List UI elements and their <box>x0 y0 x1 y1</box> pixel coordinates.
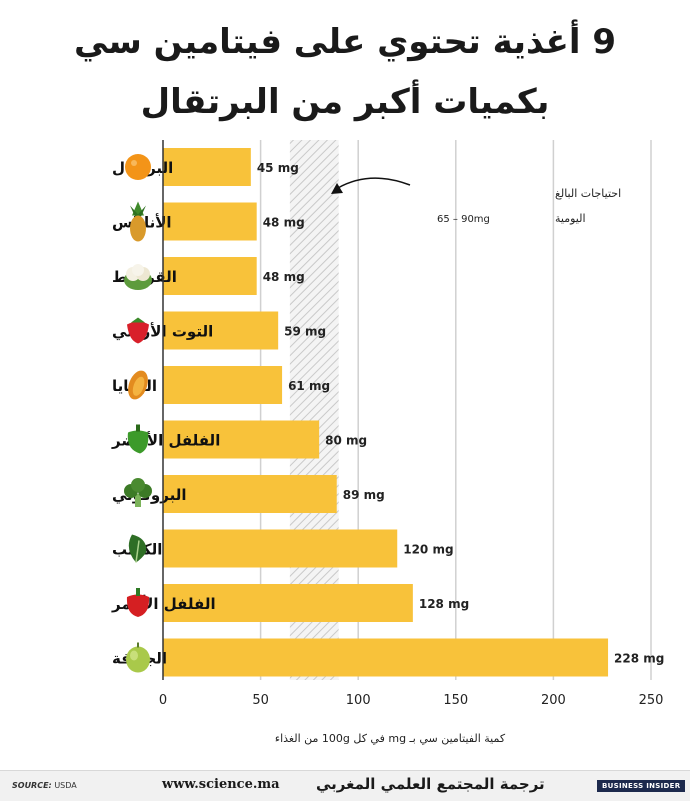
annotation-arrow <box>337 177 411 189</box>
value-label-4: 61 mg <box>288 379 330 393</box>
kale-icon <box>128 534 147 563</box>
value-label-5: 80 mg <box>325 434 367 448</box>
x-tick-150: 150 <box>443 693 468 708</box>
bar-2 <box>163 257 257 295</box>
translation-credit: ترجمة المجتمع العلمي المغربي <box>316 775 545 793</box>
x-tick-100: 100 <box>346 693 371 708</box>
guava-icon <box>126 642 150 673</box>
papaya-icon <box>128 370 148 400</box>
chart-subtitle: بكميات أكبر من البرتقال <box>140 82 550 122</box>
bar-0 <box>163 148 251 186</box>
bar-8 <box>163 584 413 622</box>
strawberry-icon <box>127 317 149 344</box>
annotation-range: 65 – 90mg <box>437 214 490 225</box>
broccoli-icon <box>124 478 152 507</box>
source-value: USDA <box>54 781 77 790</box>
x-tick-0: 0 <box>159 693 167 708</box>
annotation-line1: احتياجات البالغ <box>555 187 621 200</box>
category-label-5: الفلفل الأخضر <box>111 432 220 450</box>
orange-icon <box>125 154 151 180</box>
green-pepper-icon <box>127 424 149 454</box>
value-label-9: 228 mg <box>614 652 664 666</box>
bar-1 <box>163 202 257 241</box>
bar-chart: 45 mgالبرتقال48 mgالأناناس48 mgالقرنبيط5… <box>111 140 664 745</box>
bar-3 <box>163 311 279 350</box>
bar-6 <box>163 475 337 513</box>
footer: SOURCE: USDA www.science.ma ترجمة المجتم… <box>0 770 690 801</box>
pineapple-icon <box>130 201 146 242</box>
x-tick-50: 50 <box>252 693 269 708</box>
annotation-line2: اليومية <box>555 212 586 225</box>
value-label-3: 59 mg <box>284 325 326 339</box>
bar-4 <box>163 366 283 404</box>
annotation-arrowhead <box>331 183 343 194</box>
x-tick-200: 200 <box>541 693 566 708</box>
red-pepper-icon <box>126 588 150 617</box>
value-label-0: 45 mg <box>257 161 299 175</box>
value-label-7: 120 mg <box>403 543 453 557</box>
cauliflower-icon <box>124 264 152 290</box>
bar-7 <box>163 529 398 568</box>
value-label-8: 128 mg <box>419 597 469 611</box>
business-insider-logo: BUSINESS INSIDER <box>597 780 686 792</box>
chart-title: 9 أغذية تحتوي على فيتامين سي <box>73 22 617 62</box>
x-axis-label: كمية الفيتامين سي بـ mg في كل 100g من ال… <box>275 732 506 745</box>
bar-5 <box>163 420 320 459</box>
value-label-6: 89 mg <box>343 488 385 502</box>
bar-9 <box>163 638 609 677</box>
x-tick-250: 250 <box>639 693 664 708</box>
website-link[interactable]: www.science.ma <box>162 777 280 792</box>
value-label-2: 48 mg <box>263 270 305 284</box>
value-label-1: 48 mg <box>263 216 305 230</box>
source-label: SOURCE: <box>12 781 52 790</box>
source: SOURCE: USDA <box>12 781 77 790</box>
